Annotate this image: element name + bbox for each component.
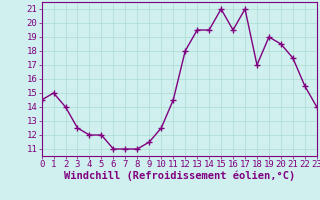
- X-axis label: Windchill (Refroidissement éolien,°C): Windchill (Refroidissement éolien,°C): [64, 171, 295, 181]
